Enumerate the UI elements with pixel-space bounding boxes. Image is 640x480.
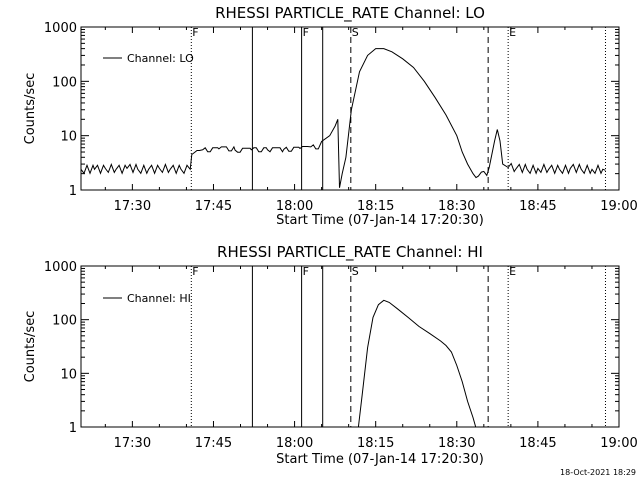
- chart-1-marker-label-4: S: [352, 265, 359, 278]
- chart-0-xtick-label-2: 18:00: [276, 199, 313, 214]
- chart-1-legend-label: Channel: HI: [127, 292, 191, 305]
- chart-0-marker-label-6: E: [509, 26, 516, 39]
- chart-1-xtick-label-5: 18:45: [519, 436, 556, 451]
- chart-0-xlabel: Start Time (07-Jan-14 17:20:30): [276, 213, 484, 228]
- chart-1-ylabel: Counts/sec: [23, 311, 38, 383]
- chart-1-xtick-label-4: 18:30: [438, 436, 475, 451]
- chart-0-xtick-label-0: 17:30: [114, 199, 151, 214]
- chart-1-xtick-label-3: 18:15: [357, 436, 394, 451]
- chart-1-title: RHESSI PARTICLE_RATE Channel: HI: [217, 243, 483, 262]
- chart-1-series-line-0: [357, 299, 477, 427]
- chart-1-xtick-label-0: 17:30: [114, 436, 151, 451]
- chart-0-series-line-0: [81, 48, 606, 188]
- chart-0-xtick-label-3: 18:15: [357, 199, 394, 214]
- chart-1-xlabel: Start Time (07-Jan-14 17:20:30): [276, 452, 484, 467]
- chart-0-ytick-label-3: 1000: [44, 21, 77, 36]
- chart-0-ytick-label-2: 100: [52, 75, 77, 90]
- chart-1-xtick-label-6: 19:00: [600, 436, 637, 451]
- chart-0-legend-label: Channel: LO: [127, 52, 194, 65]
- chart-0-marker-label-4: S: [352, 26, 359, 39]
- chart-1-marker-label-0: F: [192, 265, 198, 278]
- chart-0-plot-frame: [80, 26, 620, 191]
- chart-0-title: RHESSI PARTICLE_RATE Channel: LO: [215, 4, 485, 23]
- chart-panel-hi: RHESSI PARTICLE_RATE Channel: HI F F S E 17:3…: [23, 243, 638, 467]
- chart-0-marker-label-0: F: [192, 26, 198, 39]
- chart-1-marker-label-6: E: [509, 265, 516, 278]
- chart-0-ylabel: Counts/sec: [23, 73, 38, 145]
- chart-1-xtick-label-1: 17:45: [195, 436, 232, 451]
- chart-0-marker-label-2: F: [303, 26, 309, 39]
- chart-0-xtick-label-5: 18:45: [519, 199, 556, 214]
- chart-0-ytick-label-1: 10: [60, 130, 77, 145]
- chart-1-ytick-label-1: 10: [60, 367, 77, 382]
- chart-0-xtick-label-4: 18:30: [438, 199, 475, 214]
- chart-1-marker-label-2: F: [303, 265, 309, 278]
- chart-0-xtick-label-6: 19:00: [600, 199, 637, 214]
- chart-1-xtick-label-2: 18:00: [276, 436, 313, 451]
- chart-1-plot-frame: [80, 265, 620, 428]
- chart-1-ytick-label-2: 100: [52, 314, 77, 329]
- chart-1-ytick-label-3: 1000: [44, 260, 77, 275]
- chart-0-ytick-label-0: 1: [69, 184, 77, 199]
- footer-timestamp: 18-Oct-2021 18:29: [560, 468, 636, 477]
- chart-panel-lo: RHESSI PARTICLE_RATE Channel: LO F F S E 17:3…: [23, 4, 638, 228]
- chart-1-ytick-label-0: 1: [69, 421, 77, 436]
- chart-0-xtick-label-1: 17:45: [195, 199, 232, 214]
